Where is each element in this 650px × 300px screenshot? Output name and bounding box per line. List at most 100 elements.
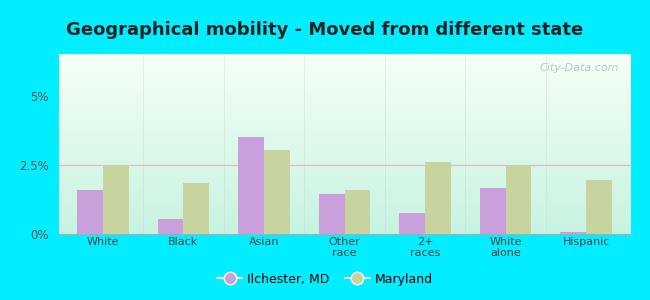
Bar: [58, 96, 630, 97]
Bar: [58, 198, 630, 199]
Bar: [58, 60, 630, 61]
Bar: [58, 168, 630, 169]
Bar: [58, 119, 630, 120]
Bar: [58, 134, 630, 135]
Bar: [58, 202, 630, 203]
Bar: [58, 177, 630, 178]
Bar: [58, 162, 630, 163]
Bar: [58, 179, 630, 180]
Bar: [58, 91, 630, 92]
Bar: [58, 85, 630, 86]
Bar: [58, 93, 630, 94]
Bar: [344, 190, 370, 234]
Bar: [58, 88, 630, 89]
Bar: [399, 213, 425, 234]
Bar: [58, 197, 630, 198]
Bar: [58, 131, 630, 132]
Bar: [58, 147, 630, 148]
Bar: [58, 80, 630, 81]
Bar: [58, 70, 630, 71]
Bar: [58, 77, 630, 78]
Bar: [58, 227, 630, 228]
Bar: [58, 99, 630, 100]
Bar: [58, 108, 630, 109]
Bar: [58, 225, 630, 226]
Bar: [58, 208, 630, 209]
Bar: [58, 136, 630, 137]
Bar: [58, 141, 630, 142]
Bar: [58, 180, 630, 181]
Legend: Ilchester, MD, Maryland: Ilchester, MD, Maryland: [213, 268, 437, 291]
Bar: [58, 220, 630, 221]
Bar: [58, 107, 630, 108]
Bar: [58, 103, 630, 104]
Bar: [58, 153, 630, 154]
Bar: [103, 165, 129, 234]
Bar: [58, 224, 630, 225]
Bar: [58, 204, 630, 205]
Bar: [58, 101, 630, 102]
Bar: [586, 180, 612, 234]
Bar: [58, 160, 630, 161]
Bar: [58, 201, 630, 202]
Bar: [58, 192, 630, 193]
Bar: [58, 211, 630, 212]
Bar: [58, 116, 630, 117]
Bar: [58, 161, 630, 162]
Bar: [238, 137, 264, 234]
Bar: [58, 228, 630, 229]
Bar: [58, 86, 630, 87]
Bar: [58, 61, 630, 62]
Bar: [58, 122, 630, 123]
Bar: [58, 152, 630, 153]
Bar: [58, 120, 630, 121]
Bar: [58, 62, 630, 63]
Bar: [58, 167, 630, 168]
Bar: [58, 140, 630, 141]
Bar: [58, 172, 630, 173]
Bar: [77, 190, 103, 234]
Bar: [58, 233, 630, 234]
Bar: [58, 71, 630, 72]
Bar: [58, 229, 630, 230]
Bar: [58, 74, 630, 75]
Bar: [58, 132, 630, 133]
Bar: [58, 223, 630, 224]
Bar: [560, 232, 586, 234]
Bar: [58, 221, 630, 222]
Bar: [58, 222, 630, 223]
Bar: [318, 194, 344, 234]
Bar: [58, 106, 630, 107]
Bar: [58, 146, 630, 147]
Bar: [58, 156, 630, 157]
Bar: [58, 148, 630, 149]
Bar: [58, 113, 630, 114]
Bar: [58, 75, 630, 76]
Bar: [58, 165, 630, 166]
Bar: [58, 150, 630, 151]
Bar: [58, 200, 630, 201]
Bar: [58, 169, 630, 170]
Bar: [58, 104, 630, 105]
Bar: [58, 84, 630, 85]
Bar: [58, 149, 630, 150]
Bar: [58, 130, 630, 131]
Bar: [58, 181, 630, 182]
Bar: [58, 58, 630, 59]
Bar: [58, 118, 630, 119]
Bar: [58, 178, 630, 179]
Bar: [58, 207, 630, 208]
Bar: [58, 216, 630, 217]
Bar: [58, 185, 630, 186]
Bar: [58, 135, 630, 136]
Bar: [58, 126, 630, 127]
Bar: [58, 184, 630, 185]
Bar: [506, 165, 532, 234]
Bar: [58, 105, 630, 106]
Bar: [58, 73, 630, 74]
Bar: [58, 139, 630, 140]
Bar: [58, 95, 630, 96]
Bar: [58, 203, 630, 204]
Bar: [58, 232, 630, 233]
Bar: [58, 213, 630, 214]
